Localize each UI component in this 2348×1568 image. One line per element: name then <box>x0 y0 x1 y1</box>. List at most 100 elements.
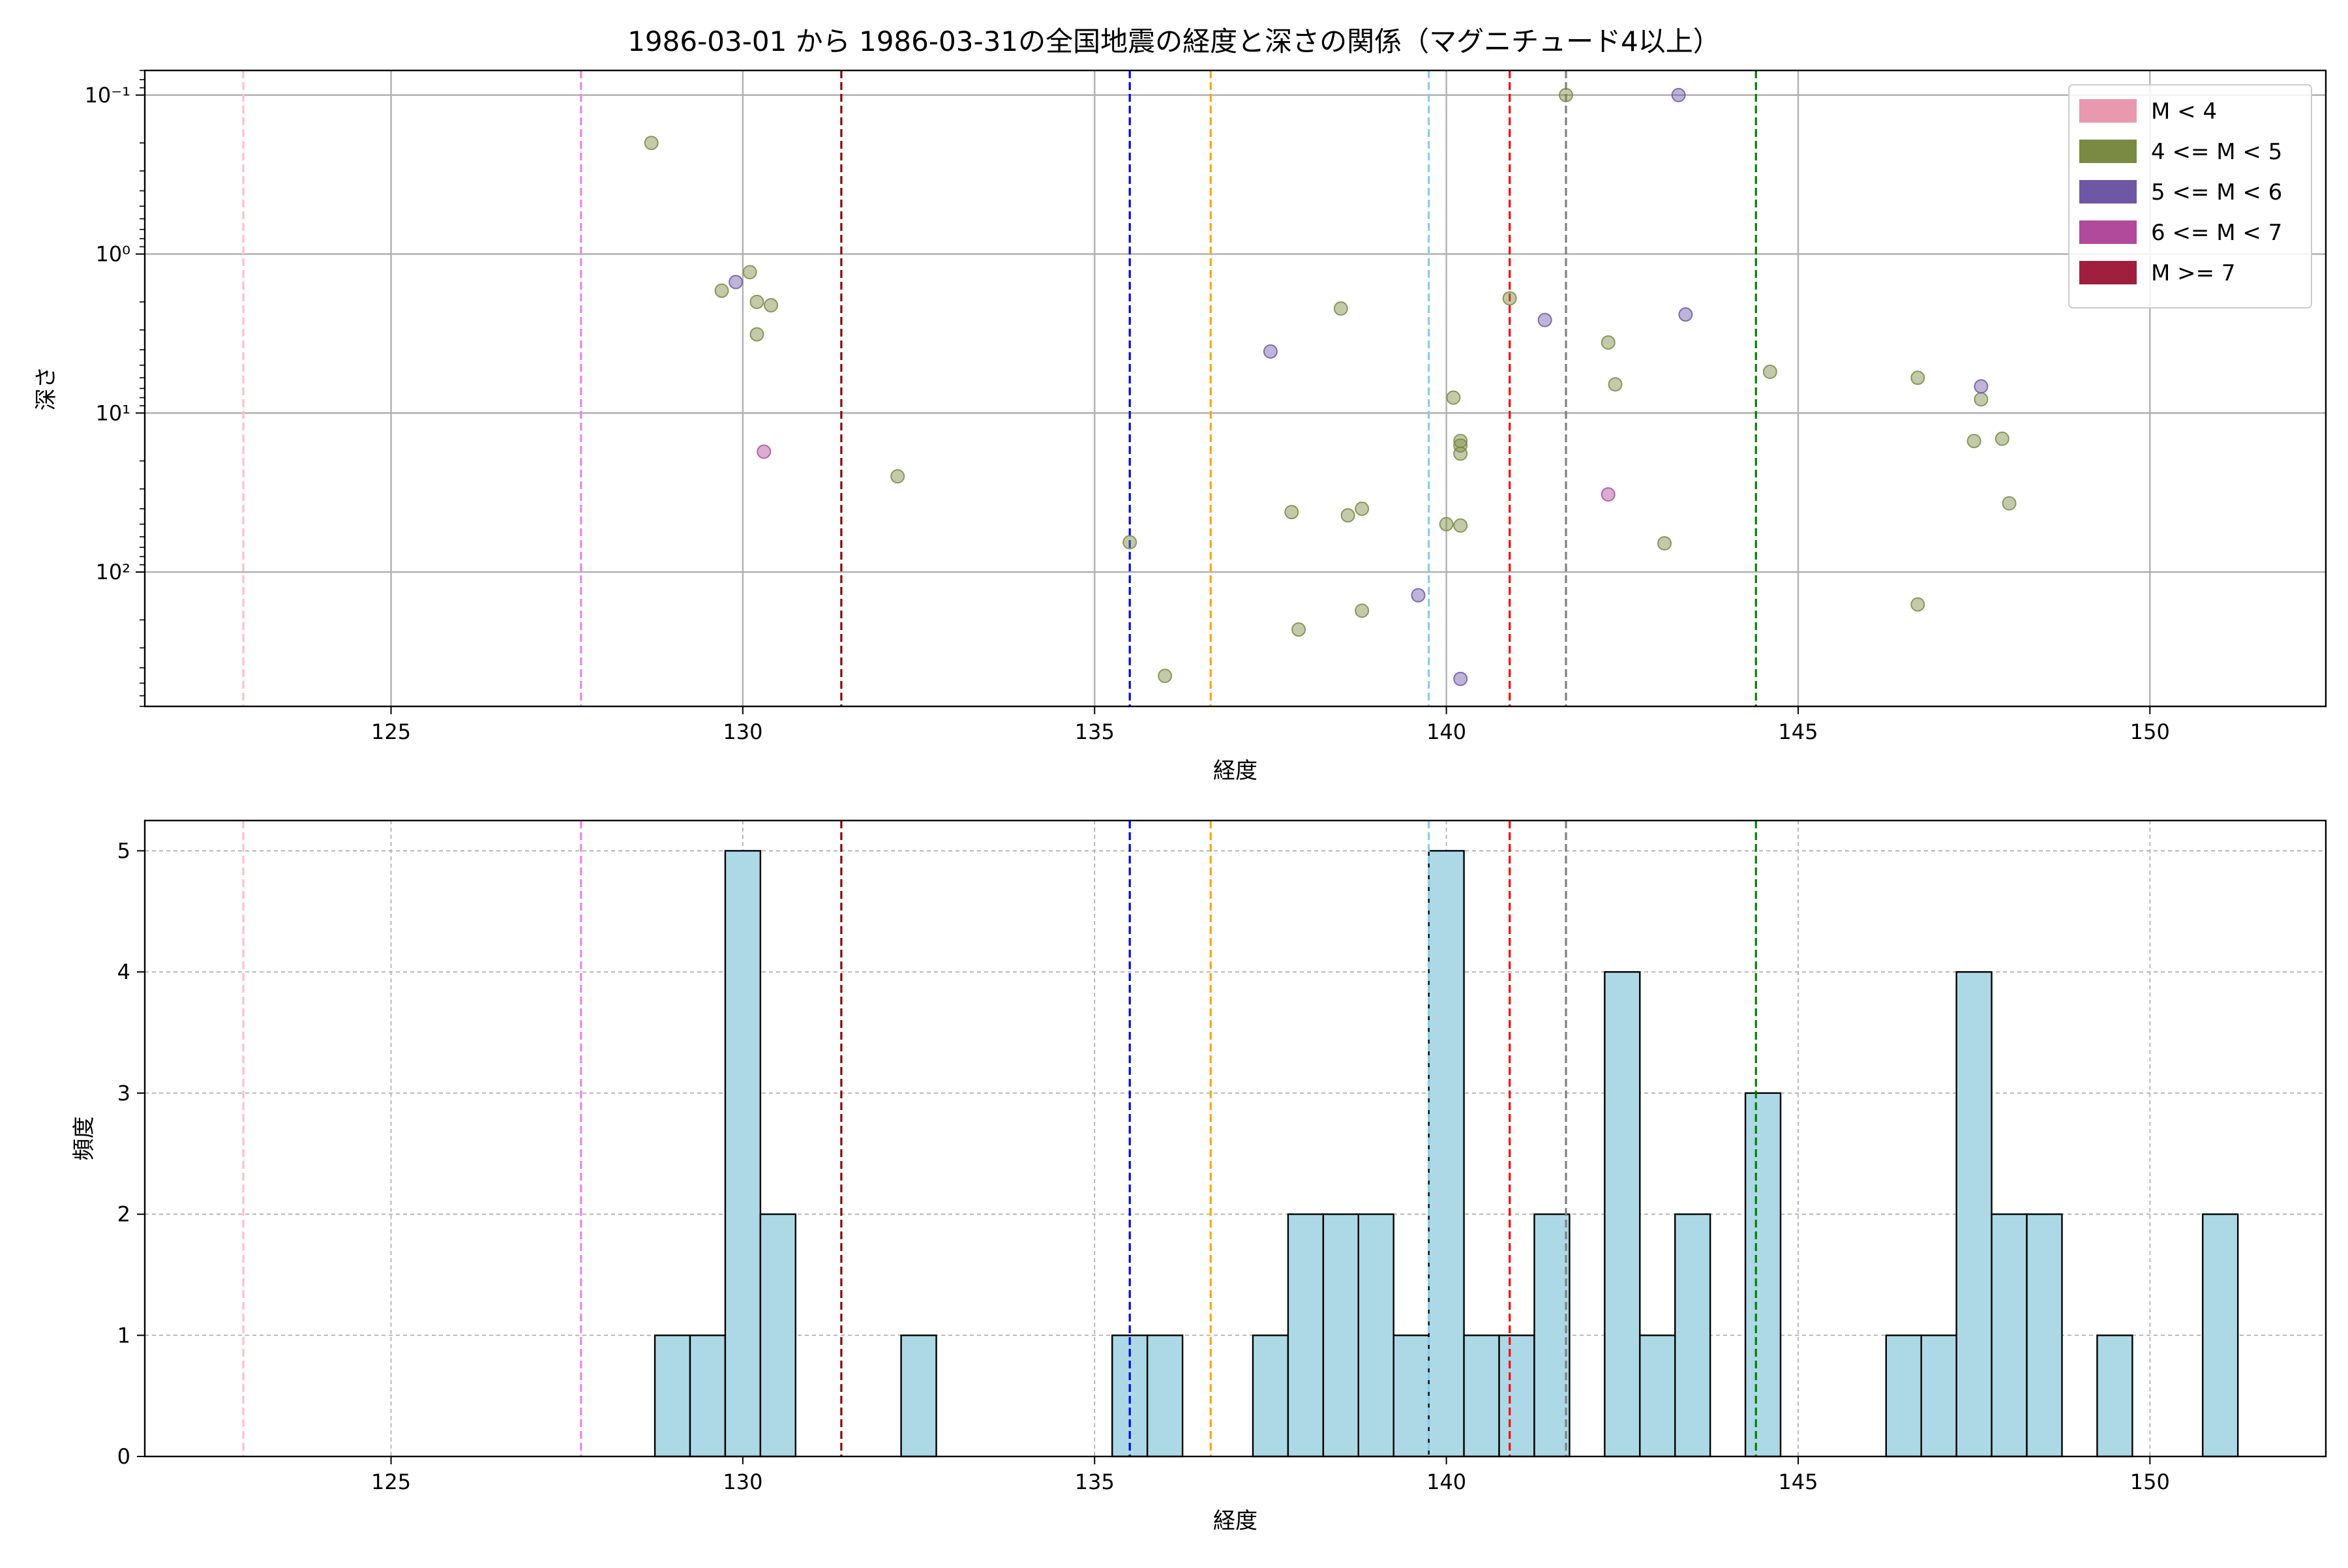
legend-swatch <box>2079 180 2137 204</box>
histogram-bar <box>689 1334 727 1458</box>
scatter-point <box>1453 438 1468 453</box>
histogram-bar <box>724 850 762 1458</box>
scatter-point <box>749 327 764 342</box>
x-axis-label: 経度 <box>1213 758 1257 784</box>
x-tick-label: 145 <box>1778 1470 1818 1494</box>
histogram-bar <box>1744 1092 1782 1458</box>
scatter-point <box>890 469 905 484</box>
scatter-point <box>1678 307 1693 322</box>
histogram-bar <box>1885 1334 1922 1458</box>
scatter-point <box>729 275 744 290</box>
scatter-point <box>1601 335 1616 350</box>
y-tick-label: 10⁰ <box>95 242 130 267</box>
y-tick-label: 10² <box>95 560 130 584</box>
histogram-bar <box>900 1334 937 1458</box>
x-tick-label: 135 <box>1075 1470 1115 1494</box>
scatter-point <box>1122 535 1137 550</box>
scatter-point <box>1974 392 1989 407</box>
histogram-bar <box>2096 1334 2133 1458</box>
scatter-point <box>1284 505 1299 520</box>
histogram-bar <box>1991 1213 2028 1458</box>
legend-swatch <box>2079 140 2137 163</box>
scatter-point <box>1291 622 1306 637</box>
x-tick-label: 125 <box>371 719 411 744</box>
scatter-point <box>1340 508 1355 523</box>
scatter-point <box>1453 518 1468 533</box>
scatter-point <box>1411 588 1426 603</box>
legend: M < 4 4 <= M < 5 5 <= M < 6 6 <= M < 7 M >= … <box>2068 84 2312 309</box>
y-axis-label: 深さ <box>33 367 59 411</box>
scatter-point <box>714 283 729 298</box>
histogram-bar <box>1322 1213 1359 1458</box>
legend-swatch <box>2079 220 2137 244</box>
histogram-bar <box>1604 971 1641 1458</box>
x-tick-label: 150 <box>2130 719 2170 744</box>
x-tick-label: 140 <box>1426 719 1466 744</box>
histogram-bar <box>1674 1213 1711 1458</box>
scatter-point <box>1263 344 1278 359</box>
histogram-bar <box>1146 1334 1184 1458</box>
scatter-point <box>1910 370 1925 385</box>
histogram-bar <box>1252 1334 1289 1458</box>
scatter-point <box>1355 603 1370 618</box>
histogram-bar <box>1392 1334 1430 1458</box>
scatter-point <box>1355 502 1370 517</box>
scatter-panel: 125 130 135 140 145 150 10⁻¹ 10⁰ 10¹ 10² 経度 深さ M < 4… <box>33 69 2327 784</box>
scatter-point <box>1601 487 1616 502</box>
x-tick-label: 135 <box>1075 719 1115 744</box>
histogram-bar <box>2202 1213 2239 1458</box>
scatter-axes-frame <box>143 69 2327 708</box>
histogram-bar <box>1357 1213 1394 1458</box>
y-tick-label: 10¹ <box>95 400 130 425</box>
histogram-bar <box>654 1334 691 1458</box>
scatter-point <box>1439 517 1454 532</box>
y-tick-label: 10⁻¹ <box>85 83 130 108</box>
histogram-bar <box>2026 1213 2063 1458</box>
scatter-point <box>1446 390 1461 405</box>
scatter-point <box>1910 597 1925 612</box>
y-tick-label: 1 <box>117 1323 130 1348</box>
histogram-bar <box>759 1213 797 1458</box>
legend-label: 5 <= M < 6 <box>2151 179 2282 205</box>
histogram-bar <box>1463 1334 1500 1458</box>
legend-swatch <box>2079 99 2137 123</box>
legend-label: 6 <= M < 7 <box>2151 220 2282 246</box>
scatter-point <box>1671 87 1686 102</box>
scatter-point <box>1453 671 1468 686</box>
y-tick-label: 4 <box>117 959 130 984</box>
legend-label: M < 4 <box>2151 98 2217 125</box>
scatter-point <box>1158 669 1173 684</box>
y-tick-label: 2 <box>117 1202 130 1227</box>
scatter-point <box>1657 536 1672 551</box>
figure-title: 1986-03-01 から 1986-03-31の全国地震の経度と深さの関係（マ… <box>627 25 1721 57</box>
legend-swatch <box>2079 261 2137 284</box>
y-tick-label: 3 <box>117 1081 130 1106</box>
x-tick-label: 145 <box>1778 719 1818 744</box>
scatter-point <box>1966 434 1981 449</box>
scatter-point <box>1453 434 1468 449</box>
x-tick-label: 125 <box>371 1470 411 1494</box>
x-tick-label: 130 <box>723 719 762 744</box>
histogram-panel: 125 130 135 140 145 150 0 1 2 3 4 5 経度 頻度 <box>71 819 2327 1534</box>
histogram-bar <box>1428 850 1465 1458</box>
scatter-point <box>1502 291 1517 306</box>
scatter-point <box>1762 364 1777 379</box>
histogram-axes-frame <box>143 819 2327 1458</box>
legend-label: 4 <= M < 5 <box>2151 139 2282 165</box>
scatter-point <box>749 294 764 309</box>
histogram-bar <box>1498 1334 1535 1458</box>
x-tick-label: 150 <box>2130 1470 2170 1494</box>
scatter-point <box>757 444 772 459</box>
scatter-point <box>1537 312 1552 327</box>
scatter-point <box>764 298 779 313</box>
y-tick-label: 5 <box>117 838 130 863</box>
histogram-bar <box>1955 971 1993 1458</box>
scatter-point <box>1558 87 1573 102</box>
histogram-bar <box>1920 1334 1957 1458</box>
scatter-point <box>644 136 659 151</box>
y-axis-label: 頻度 <box>71 1117 97 1161</box>
histogram-bar <box>1639 1334 1676 1458</box>
x-tick-label: 130 <box>723 1470 762 1494</box>
